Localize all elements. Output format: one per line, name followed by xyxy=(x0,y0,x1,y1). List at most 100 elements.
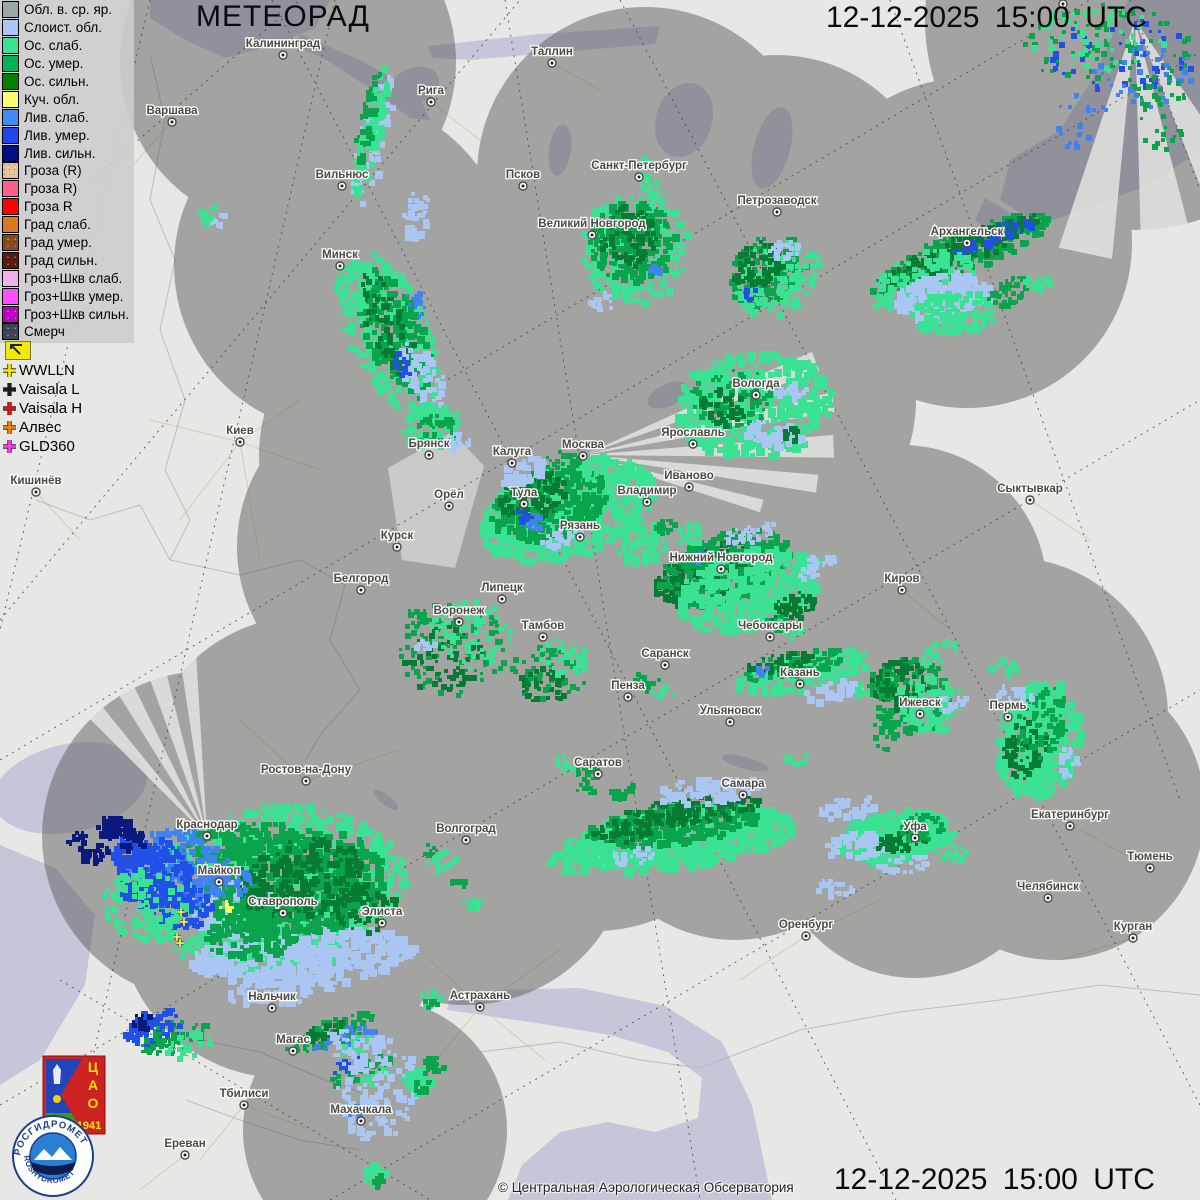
city-label: Волгоград xyxy=(436,823,496,835)
precip-cluster xyxy=(783,426,800,444)
city: Екатеринбург xyxy=(1030,808,1110,831)
city: Астрахань xyxy=(448,989,512,1012)
city-marker-dot xyxy=(550,61,554,65)
water-body xyxy=(447,988,772,1200)
city-marker-dot xyxy=(687,485,691,489)
legend-label: Гроз+Шкв слаб. xyxy=(24,270,123,286)
city: Минск xyxy=(321,248,359,271)
lightning-strike-icon xyxy=(180,918,188,926)
city: Чебоксары xyxy=(737,619,803,642)
city: Архангельск xyxy=(929,225,1005,248)
precip-cluster xyxy=(516,510,531,525)
city: Владимир xyxy=(616,484,678,507)
lightning-legend: WWLLN Vaisala L Vaisala H Алвес GLD360 xyxy=(2,361,82,456)
precip-cluster xyxy=(774,381,809,403)
legend-label: Лив. умер. xyxy=(24,127,90,143)
city-marker-dot xyxy=(775,210,779,214)
precip-cluster xyxy=(732,240,786,287)
precip-cluster xyxy=(132,1014,153,1032)
road-line xyxy=(239,719,307,782)
city-label: Архангельск xyxy=(931,226,1004,238)
city-marker-dot xyxy=(427,453,431,457)
lightning-source-item: Vaisala H xyxy=(2,399,82,418)
radar-coverage-circle xyxy=(905,660,1200,960)
border-line xyxy=(169,559,361,761)
precip-cluster xyxy=(405,291,426,319)
city: Брянск xyxy=(407,437,451,460)
legend-label: Ос. сильн. xyxy=(24,74,90,89)
city-label: Липецк xyxy=(481,582,523,594)
lightning-source-label: Vaisala H xyxy=(19,400,83,417)
city-label: Петрозаводск xyxy=(737,195,816,207)
city-marker-dot xyxy=(798,682,802,686)
city: Волгоград xyxy=(435,822,498,845)
road-line xyxy=(739,935,807,981)
lightning-strike-icon xyxy=(177,908,185,916)
city-marker-dot xyxy=(457,620,461,624)
city: Элиста xyxy=(360,905,404,928)
city-marker-dot xyxy=(478,1005,482,1009)
legend-panel: Обл. в. ср. яр. Слоист. обл. Ос. слаб. Ос. … xyxy=(0,0,134,343)
road-line xyxy=(901,589,951,631)
precip-cluster xyxy=(330,885,399,936)
city: Воронеж xyxy=(432,604,487,627)
page-title: МЕТЕОРАД xyxy=(196,0,370,33)
city-label: Ижевск xyxy=(899,697,941,709)
border-line xyxy=(149,54,191,561)
city-marker-dot xyxy=(429,100,433,104)
legend-item: Лив. умер. xyxy=(2,126,134,144)
precip-cluster xyxy=(600,204,658,269)
precip-cluster xyxy=(546,450,582,475)
beam-wedge xyxy=(1058,20,1135,259)
city-marker-dot xyxy=(754,393,758,397)
city: Великий Новгород xyxy=(537,217,648,240)
city: Ставрополь xyxy=(247,895,319,918)
city: Кишинёв xyxy=(9,474,63,497)
city-marker-dot xyxy=(1148,866,1152,870)
road-line xyxy=(479,949,561,1008)
city: Белгород xyxy=(332,572,390,595)
city: Варшава xyxy=(145,104,199,127)
city-marker-dot xyxy=(768,635,772,639)
precip-cluster xyxy=(798,555,837,582)
lightning-source-label: Алвес xyxy=(19,419,62,436)
legend-swatch xyxy=(2,37,19,55)
water-body xyxy=(428,26,660,60)
city: Пермь xyxy=(988,699,1028,722)
precip-cluster xyxy=(165,1029,213,1062)
precip-cluster xyxy=(699,387,746,429)
city-label: Пермь xyxy=(989,700,1026,712)
city-marker-dot xyxy=(918,712,922,716)
city-label: Пенза xyxy=(611,680,645,692)
city: Калининград xyxy=(244,37,322,60)
city-label: Кишинёв xyxy=(10,475,61,487)
precip-cluster xyxy=(909,291,996,335)
road-line xyxy=(430,101,481,141)
precip-cluster xyxy=(873,714,900,752)
road-line xyxy=(179,441,241,521)
graticule-line xyxy=(889,0,1181,801)
city-label: Нальчик xyxy=(248,991,296,1003)
road-line xyxy=(239,441,261,561)
city-label: Воронеж xyxy=(434,605,486,617)
precip-cluster xyxy=(816,879,855,900)
graticule-line xyxy=(619,0,1200,1106)
radar-coverage-circle xyxy=(120,0,456,230)
graticule-line xyxy=(429,0,1091,391)
road-line xyxy=(139,1154,186,1191)
legend-item: Лив. слаб. xyxy=(2,108,134,126)
city-marker-dot xyxy=(500,597,504,601)
legend-label: Град умер. xyxy=(24,235,92,251)
beam-wedge xyxy=(93,642,207,836)
precip-cluster xyxy=(876,855,930,875)
legend-label: Гроз+Шкв умер. xyxy=(24,288,124,304)
legend-item: Ос. умер. xyxy=(2,55,134,73)
city-label: Сыктывкар xyxy=(997,483,1063,495)
precip-cluster xyxy=(102,867,187,944)
precip-cluster xyxy=(588,291,613,312)
timestamp-top: 12-12-2025 15:00 UTC xyxy=(826,1,1147,34)
precip-cluster xyxy=(1059,747,1081,779)
city-marker-dot xyxy=(741,793,745,797)
precip-cluster xyxy=(426,849,459,875)
